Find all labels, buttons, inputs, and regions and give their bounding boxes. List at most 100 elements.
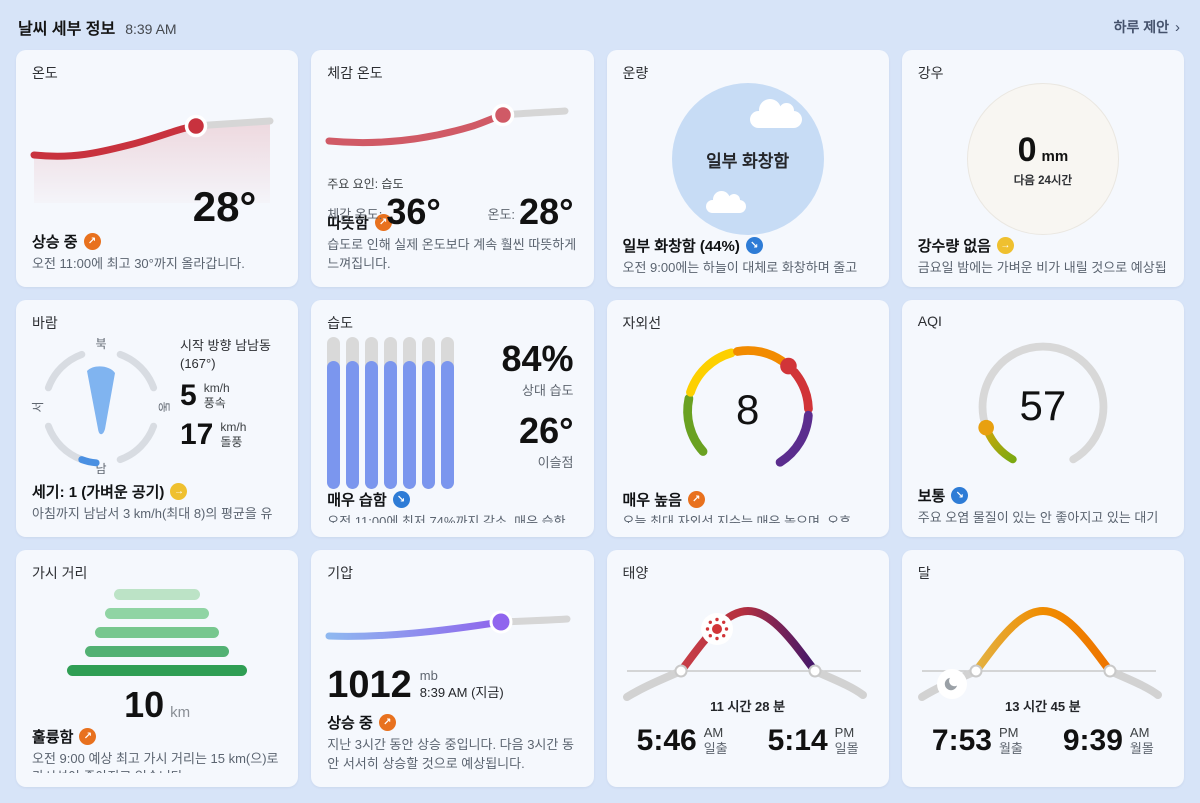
- trend-down-icon: ↘: [745, 237, 763, 254]
- uv-status: 매우 높음: [622, 492, 682, 509]
- aqi-gauge: [978, 342, 1108, 464]
- feels-like-label: 체감 온도:: [327, 207, 383, 222]
- card-title: 온도: [32, 65, 58, 81]
- precipitation-circle: 0 mm 다음 24시간: [966, 83, 1119, 235]
- moonset-time: 9:39: [1062, 724, 1123, 758]
- temperature-status: 상승 중: [32, 233, 78, 251]
- trend-down-icon: ↘: [392, 491, 410, 508]
- card-title: 바람: [32, 315, 58, 331]
- sunset-label: 일몰: [834, 741, 859, 757]
- chevron-right-icon: ›: [1175, 18, 1180, 36]
- feels-like-trend-chart: [325, 103, 569, 146]
- moon-position-icon: [936, 669, 967, 699]
- uv-index-value: 8: [735, 386, 760, 434]
- wind-card[interactable]: 바람 북 동 남 서: [16, 300, 299, 537]
- trend-steady-icon: →: [996, 237, 1014, 254]
- card-title: 기압: [327, 565, 354, 581]
- precipitation-card[interactable]: 강우 0 mm 다음 24시간 강수량 없음 → 금요일 밤에는 가벼운 비가 …: [901, 50, 1184, 287]
- day-suggestion-label: 하루 제안: [1113, 19, 1169, 35]
- card-title: 체감 온도: [327, 65, 383, 81]
- pressure-time: 8:39 AM (지금): [419, 684, 504, 700]
- humidity-card[interactable]: 습도 84% 상대 습도 26° 이슬점 매우 습함 ↘ 오전 11:00에 최…: [311, 300, 594, 537]
- sun-card[interactable]: 태양: [606, 550, 889, 787]
- card-title: 가시 거리: [32, 565, 88, 581]
- wind-gust-value: 17: [180, 418, 214, 452]
- trend-up-icon: ↗: [374, 214, 392, 232]
- feels-like-status: 따뜻함: [327, 215, 369, 233]
- cloud-description: 오전 9:00에는 하늘이 대체로 화창하며 줄고 있습니다.: [622, 260, 858, 273]
- card-title: 자외선: [622, 315, 662, 331]
- wind-speed-value: 5: [180, 379, 197, 413]
- pressure-status: 상승 중: [327, 715, 373, 733]
- actual-temp-value: 28°: [519, 191, 574, 232]
- precipitation-value: 0: [1017, 130, 1037, 169]
- cloud-icon: [705, 191, 746, 213]
- pressure-description: 지난 3시간 동안 상승 중입니다. 다음 3시간 동안 서서히 상승할 것으로…: [327, 737, 574, 771]
- trend-up-icon: ↗: [83, 232, 101, 250]
- moon-card[interactable]: 달 13 시간 45 분: [901, 550, 1184, 787]
- uv-index-card[interactable]: 자외선 8 매우 높음 ↗ 오늘 최대 자외선 지수는 매우 높으며, 오후 1…: [606, 300, 889, 537]
- feels-like-value: 36°: [386, 191, 441, 232]
- card-title: 습도: [327, 315, 354, 331]
- feels-like-factor: 주요 요인: 습도: [327, 177, 404, 191]
- moonset-ampm: AM: [1129, 725, 1150, 740]
- actual-temp-label: 온도:: [487, 207, 516, 222]
- temperature-description: 오전 11:00에 최고 30°까지 올라갑니다.: [32, 255, 245, 271]
- wind-gust-unit: km/h: [220, 420, 247, 435]
- page-time: 8:39 AM: [125, 21, 177, 37]
- feels-like-card[interactable]: 체감 온도 주요 요인: 습도 체감 온도: 36° 온도: 28°: [311, 50, 594, 287]
- visibility-description: 오전 9:00 예상 최고 가시 거리는 15 km(으)로 가시성이 좋아지고…: [32, 751, 279, 773]
- cloud-condition-text: 일부 화창함: [706, 151, 790, 171]
- trend-steady-icon: →: [170, 483, 188, 500]
- card-title: 운량: [622, 65, 649, 81]
- visibility-value: 10: [124, 684, 165, 725]
- sunrise-label: 일출: [703, 741, 728, 757]
- day-suggestion-link[interactable]: 하루 제안 ›: [1114, 17, 1180, 37]
- card-title: AQI: [917, 313, 942, 329]
- humidity-value-label: 상대 습도: [522, 383, 574, 398]
- moon-duration: 13 시간 45 분: [1005, 699, 1081, 714]
- weather-cards-grid: 온도 28° 상승 중 ↗ 오전 11:00에 최고 30°까지 올라갑니다. …: [0, 50, 1200, 803]
- temperature-chart: 28°: [30, 83, 282, 231]
- wind-direction-label: 시작 방향 남남동 (167°): [180, 338, 271, 371]
- pressure-card[interactable]: 기압 1012 mb 8:39 AM (지금) 상: [311, 550, 594, 787]
- visibility-unit: km: [170, 704, 191, 721]
- wind-speed-unit: km/h: [203, 381, 230, 396]
- pressure-unit: mb: [419, 668, 438, 683]
- moonrise-ampm: PM: [998, 725, 1019, 740]
- dew-point-value: 26°: [519, 410, 574, 451]
- dew-point-label: 이슬점: [537, 455, 574, 470]
- sunrise-time: 5:46: [636, 724, 697, 758]
- wind-gust-label: 돌풍: [220, 435, 243, 450]
- compass-south-label: 남: [95, 462, 107, 476]
- sunrise-ampm: AM: [703, 725, 724, 740]
- aqi-description: 주요 오염 물질이 있는 안 좋아지고 있는 대기질: PM2.5 17 μg/…: [917, 510, 1159, 523]
- temperature-card[interactable]: 온도 28° 상승 중 ↗ 오전 11:00에 최고 30°까지 올라갑니다.: [16, 50, 299, 287]
- pressure-trend-chart: [325, 610, 571, 640]
- humidity-status: 매우 습함: [327, 492, 387, 509]
- humidity-description: 오전 11:00에 최저 74%까지 감소. 매우 습한 오후가 예상됩니다.: [327, 514, 566, 523]
- cloud-cover-card[interactable]: 운량 일부 화창함 일부 화창함 (44%) ↘ 오전 9:00에는 하늘이 대…: [606, 50, 889, 287]
- aqi-card[interactable]: AQI 57 보통 ↘ 주요 오염 물질이 있는 안 좋: [901, 300, 1184, 537]
- sun-path-chart: [622, 606, 867, 701]
- visibility-card[interactable]: 가시 거리 10 km 훌륭함 ↗ 오전 9:00 예상 최고 가시 거리는 1…: [16, 550, 299, 787]
- cloud-cover-illustration: 일부 화창함: [671, 83, 824, 235]
- aqi-value: 57: [1019, 382, 1067, 430]
- trend-down-icon: ↘: [951, 487, 969, 504]
- precipitation-unit: mm: [1041, 147, 1069, 165]
- wind-speed-label: 풍속: [203, 396, 226, 411]
- card-title: 강우: [917, 65, 944, 81]
- wind-status: 세기: 1 (가벼운 공기): [32, 484, 165, 501]
- trend-up-icon: ↗: [79, 728, 97, 745]
- card-title: 태양: [622, 565, 649, 581]
- temperature-value: 28°: [192, 182, 257, 230]
- trend-up-icon: ↗: [378, 714, 396, 732]
- moonrise-label: 월출: [998, 741, 1023, 757]
- humidity-value: 84%: [501, 338, 574, 379]
- precipitation-subtitle: 다음 24시간: [1013, 174, 1073, 187]
- page-header: 날씨 세부 정보 8:39 AM 하루 제안 ›: [0, 0, 1200, 50]
- precipitation-description: 금요일 밤에는 가벼운 비가 내릴 것으로 예상됩니다. 오늘은 어제와 비슷한…: [917, 260, 1167, 273]
- moonrise-time: 7:53: [931, 724, 992, 758]
- compass-north-label: 북: [95, 337, 107, 351]
- precipitation-status: 강수량 없음: [917, 238, 991, 255]
